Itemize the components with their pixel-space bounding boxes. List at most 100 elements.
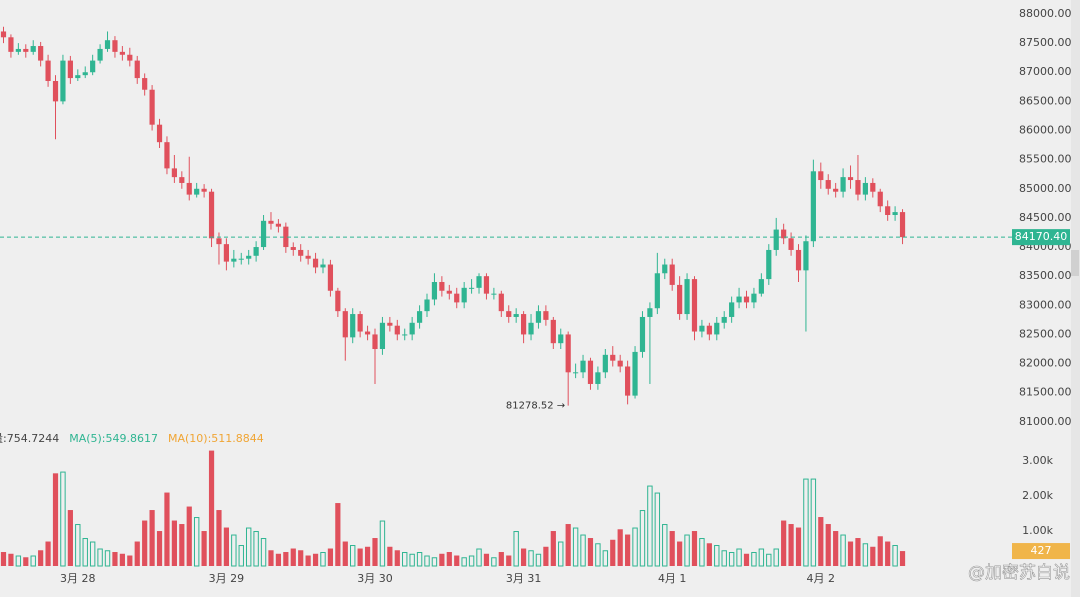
candle-body bbox=[654, 273, 660, 309]
candle-body bbox=[164, 142, 170, 169]
x-tick-label: 4月 1 bbox=[658, 572, 687, 585]
volume-bar bbox=[89, 541, 96, 567]
volume-bar bbox=[15, 555, 22, 567]
volume-bar bbox=[446, 552, 452, 566]
y-tick-label: 85000.00 bbox=[1019, 182, 1072, 195]
candle-body bbox=[246, 255, 252, 259]
volume-bar bbox=[208, 450, 215, 566]
y-tick-label: 3.00k bbox=[1022, 454, 1053, 467]
volume-bar bbox=[810, 478, 817, 567]
candle-body bbox=[320, 264, 326, 268]
volume-bar bbox=[112, 552, 118, 566]
x-tick-label: 3月 29 bbox=[209, 572, 245, 585]
candle-body bbox=[669, 264, 675, 285]
candle-body bbox=[335, 290, 341, 312]
candle-body bbox=[483, 276, 490, 294]
volume-bar bbox=[610, 539, 616, 566]
volume-bar bbox=[654, 492, 661, 567]
volume-bar bbox=[513, 531, 519, 567]
candle-body bbox=[550, 319, 556, 344]
y-tick-label: 86500.00 bbox=[1019, 94, 1072, 107]
candle-body bbox=[216, 238, 222, 245]
volume-bar bbox=[283, 552, 289, 566]
candle-body bbox=[855, 180, 861, 195]
volume-bar bbox=[677, 541, 683, 566]
y-tick-label: 87000.00 bbox=[1019, 65, 1072, 78]
candle-body bbox=[312, 258, 319, 268]
volume-bar bbox=[899, 551, 906, 566]
volume-bar bbox=[127, 555, 133, 566]
y-tick-label: 83000.00 bbox=[1019, 298, 1072, 311]
candle-body bbox=[90, 60, 96, 73]
candle-body bbox=[253, 247, 259, 256]
volume-bar bbox=[691, 531, 698, 566]
candle-body bbox=[729, 302, 735, 317]
candle-body bbox=[171, 168, 177, 178]
candle-body bbox=[424, 299, 430, 312]
candle-body bbox=[156, 124, 163, 143]
candle-body bbox=[595, 372, 601, 384]
y-tick-label: 88000.00 bbox=[1019, 7, 1072, 20]
volume-bar bbox=[387, 546, 393, 566]
volume-bar bbox=[535, 553, 542, 567]
y-tick-label: 82000.00 bbox=[1019, 357, 1072, 370]
volume-bar bbox=[97, 548, 103, 567]
legend-entry: MA(5):549.8617 bbox=[69, 432, 158, 445]
volume-bar bbox=[379, 520, 386, 567]
volume-bar bbox=[684, 534, 690, 567]
candle-body bbox=[684, 279, 690, 315]
volume-bar bbox=[0, 552, 7, 566]
candle-body bbox=[706, 325, 712, 335]
y-tick-label: 2.00k bbox=[1022, 489, 1053, 502]
volume-bar bbox=[30, 555, 36, 567]
candle-body bbox=[231, 258, 237, 262]
volume-bar bbox=[38, 550, 44, 566]
volume-bar bbox=[431, 557, 438, 567]
candle-body bbox=[714, 322, 720, 335]
volume-bar bbox=[855, 538, 861, 566]
candle-body bbox=[743, 296, 750, 303]
volume-bar bbox=[521, 548, 527, 566]
volume-bar bbox=[327, 548, 334, 566]
scroll-handle[interactable] bbox=[1071, 250, 1079, 276]
candle-body bbox=[736, 296, 742, 303]
volume-bar bbox=[818, 517, 824, 566]
candle-body bbox=[402, 334, 408, 336]
candle-body bbox=[543, 311, 549, 320]
volume-bar bbox=[8, 553, 14, 566]
candle-body bbox=[15, 48, 21, 52]
candle-body bbox=[610, 354, 616, 361]
candle-body bbox=[416, 311, 423, 323]
y-tick-label: 84500.00 bbox=[1019, 211, 1072, 224]
y-tick-label: 85500.00 bbox=[1019, 153, 1072, 166]
candle-body bbox=[892, 212, 898, 215]
candle-body bbox=[97, 48, 103, 61]
candle-body bbox=[699, 325, 705, 332]
candle-body bbox=[506, 311, 512, 317]
watermark: @加密苏白说 bbox=[968, 563, 1070, 583]
candle-body bbox=[899, 212, 906, 238]
candle-body bbox=[379, 322, 386, 350]
current-volume-box bbox=[1012, 543, 1070, 560]
candle-body bbox=[67, 60, 73, 79]
candle-body bbox=[290, 247, 296, 250]
candle-body bbox=[461, 287, 467, 303]
volume-bar bbox=[245, 527, 252, 567]
candle-body bbox=[833, 188, 839, 192]
volume-bar bbox=[342, 541, 348, 566]
y-tick-label: 82500.00 bbox=[1019, 327, 1072, 340]
candle-body bbox=[208, 191, 215, 239]
volume-bar bbox=[119, 553, 125, 566]
candle-body bbox=[840, 177, 846, 192]
y-tick-label: 86000.00 bbox=[1019, 124, 1072, 137]
legend-entry: 量:754.7244 bbox=[0, 432, 59, 445]
volume-bar bbox=[728, 552, 735, 567]
candle-body bbox=[558, 334, 564, 344]
candle-body bbox=[691, 279, 698, 332]
volume-bar bbox=[312, 553, 319, 566]
volume-bar bbox=[773, 548, 779, 567]
volume-bar bbox=[632, 527, 638, 567]
volume-bar bbox=[781, 520, 787, 566]
candle-body bbox=[201, 188, 207, 192]
